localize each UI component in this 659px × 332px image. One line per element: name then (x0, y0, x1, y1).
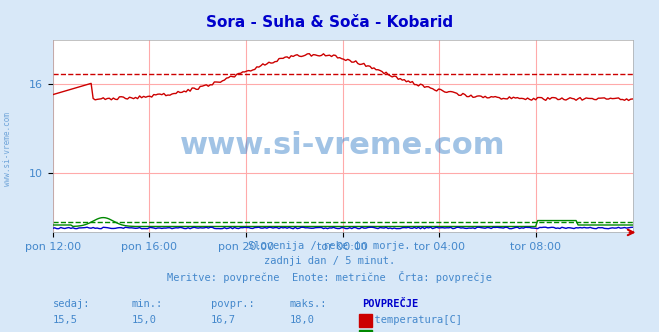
Text: www.si-vreme.com: www.si-vreme.com (3, 113, 13, 186)
Text: 18,0: 18,0 (290, 315, 315, 325)
Text: 15,0: 15,0 (132, 315, 157, 325)
Text: zadnji dan / 5 minut.: zadnji dan / 5 minut. (264, 256, 395, 266)
Text: sedaj:: sedaj: (53, 299, 90, 309)
Text: maks.:: maks.: (290, 299, 328, 309)
Text: Slovenija / reke in morje.: Slovenija / reke in morje. (248, 241, 411, 251)
Text: Meritve: povprečne  Enote: metrične  Črta: povprečje: Meritve: povprečne Enote: metrične Črta:… (167, 271, 492, 283)
Text: Sora - Suha & Soča - Kobarid: Sora - Suha & Soča - Kobarid (206, 15, 453, 30)
Text: POVPREČJE: POVPREČJE (362, 299, 418, 309)
Text: temperatura[C]: temperatura[C] (362, 315, 463, 325)
Text: 15,5: 15,5 (53, 315, 78, 325)
Text: povpr.:: povpr.: (211, 299, 254, 309)
Text: www.si-vreme.com: www.si-vreme.com (180, 131, 505, 160)
Text: 16,7: 16,7 (211, 315, 236, 325)
Text: min.:: min.: (132, 299, 163, 309)
